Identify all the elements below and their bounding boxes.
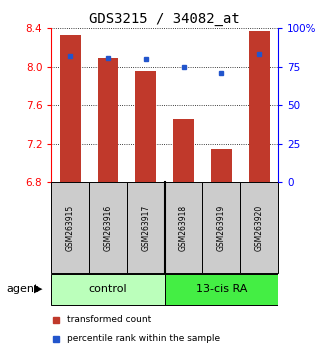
- Text: control: control: [89, 284, 127, 294]
- Text: GSM263920: GSM263920: [255, 204, 264, 251]
- Text: ▶: ▶: [34, 284, 42, 294]
- Text: 13-cis RA: 13-cis RA: [196, 284, 247, 294]
- Text: agent: agent: [7, 284, 39, 294]
- Bar: [165, 274, 278, 304]
- Text: GSM263918: GSM263918: [179, 204, 188, 251]
- Bar: [211, 149, 232, 182]
- Bar: [135, 71, 156, 182]
- Bar: [249, 31, 269, 182]
- Bar: [51, 274, 165, 304]
- Bar: [165, 182, 203, 273]
- Bar: [173, 119, 194, 182]
- Title: GDS3215 / 34082_at: GDS3215 / 34082_at: [89, 12, 240, 26]
- Text: GSM263916: GSM263916: [104, 204, 113, 251]
- Text: GSM263915: GSM263915: [66, 204, 75, 251]
- Text: GSM263919: GSM263919: [217, 204, 226, 251]
- Bar: [98, 58, 118, 182]
- Text: transformed count: transformed count: [67, 315, 151, 324]
- Text: percentile rank within the sample: percentile rank within the sample: [67, 334, 220, 343]
- Bar: [240, 182, 278, 273]
- Bar: [203, 182, 240, 273]
- Bar: [60, 35, 80, 182]
- Bar: [89, 182, 127, 273]
- Text: GSM263917: GSM263917: [141, 204, 150, 251]
- Bar: [127, 182, 165, 273]
- Bar: [51, 182, 89, 273]
